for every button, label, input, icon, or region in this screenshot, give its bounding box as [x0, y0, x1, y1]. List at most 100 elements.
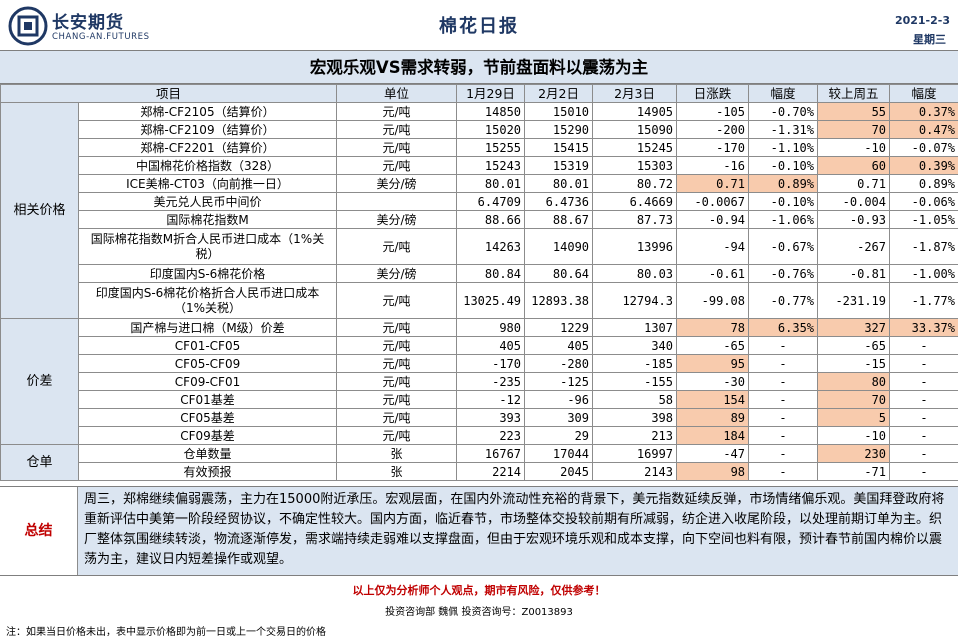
item-name: 印度国内S-6棉花价格 [77, 264, 338, 283]
cell-wchg: -71 [817, 462, 891, 481]
cell-chg: -94 [676, 228, 750, 265]
item-name: CF09-CF01 [77, 372, 338, 391]
cell-pct: -1.31% [748, 120, 819, 139]
cell-wchg: 327 [817, 318, 891, 337]
cell-wchg: 55 [817, 102, 891, 121]
column-header: 2月3日 [592, 84, 678, 103]
cell-wchg: 230 [817, 444, 891, 463]
cell-d2: 80.64 [524, 264, 594, 283]
cell-wchg: -231.19 [817, 282, 891, 319]
cell-chg: 95 [676, 354, 750, 373]
company-name-en: CHANG-AN.FUTURES [52, 32, 150, 42]
cell-wpct: -1.87% [889, 228, 958, 265]
cell-d3: 15303 [592, 156, 678, 175]
cell-d3: 398 [592, 408, 678, 427]
cell-wpct: - [889, 336, 958, 355]
cell-wchg: -15 [817, 354, 891, 373]
cell-unit [336, 192, 458, 211]
price-table: 项目 单位 1月29日 2月2日 2月3日 日涨跌 幅度 较上周五 幅度 相关价… [0, 84, 958, 481]
cell-d1: 14263 [456, 228, 526, 265]
cell-pct: -0.77% [748, 282, 819, 319]
cell-pct: -0.10% [748, 192, 819, 211]
cell-unit: 张 [336, 444, 458, 463]
cell-unit: 元/吨 [336, 354, 458, 373]
cell-d3: 12794.3 [592, 282, 678, 319]
cell-d2: 17044 [524, 444, 594, 463]
cell-unit: 美分/磅 [336, 210, 458, 229]
table-row: 国际棉花指数M 美分/磅 88.66 88.67 87.73 -0.94 -1.06% -0.… [1, 210, 958, 229]
item-name: 郑棉-CF2201（结算价） [77, 138, 338, 157]
cell-d3: 15090 [592, 120, 678, 139]
item-name: CF09基差 [77, 426, 338, 445]
cell-d1: 405 [456, 336, 526, 355]
cell-wpct: 0.37% [889, 102, 958, 121]
item-name: CF01-CF05 [77, 336, 338, 355]
cell-wpct: - [889, 372, 958, 391]
cell-d2: 15415 [524, 138, 594, 157]
group-label: 仓单 [0, 444, 79, 481]
summary-label: 总结 [0, 487, 78, 575]
summary-section: 总结 周三，郑棉继续偏弱震荡，主力在15000附近承压。宏观层面，在国内外流动性… [0, 486, 958, 576]
column-header: 幅度 [889, 84, 958, 103]
cell-d3: 14905 [592, 102, 678, 121]
column-header: 幅度 [748, 84, 819, 103]
cell-wchg: 80 [817, 372, 891, 391]
report-title: 棉花日报 [439, 16, 519, 37]
item-name: 有效预报 [77, 462, 338, 481]
cell-unit: 美分/磅 [336, 264, 458, 283]
cell-d1: 393 [456, 408, 526, 427]
cell-unit: 元/吨 [336, 282, 458, 319]
cell-chg: -0.94 [676, 210, 750, 229]
cell-wpct: - [889, 390, 958, 409]
cell-chg: 184 [676, 426, 750, 445]
cell-wchg: -0.93 [817, 210, 891, 229]
cell-chg: -200 [676, 120, 750, 139]
cell-chg: -170 [676, 138, 750, 157]
cell-wchg: -267 [817, 228, 891, 265]
table-row: CF05-CF09 元/吨 -170 -280 -185 95- -15- [1, 354, 958, 373]
column-header: 1月29日 [456, 84, 526, 103]
cell-unit: 元/吨 [336, 408, 458, 427]
report-date: 2021-2-3 [894, 14, 950, 27]
cell-chg: -99.08 [676, 282, 750, 319]
item-name: 印度国内S-6棉花价格折合人民币进口成本（1%关税） [77, 282, 338, 319]
cell-wpct: - [889, 354, 958, 373]
item-name: 中国棉花价格指数（328） [77, 156, 338, 175]
cell-d2: -280 [524, 354, 594, 373]
item-name: 郑棉-CF2109（结算价） [77, 120, 338, 139]
cell-chg: -105 [676, 102, 750, 121]
cell-d1: 80.84 [456, 264, 526, 283]
cell-d3: 80.03 [592, 264, 678, 283]
cell-wpct: 0.39% [889, 156, 958, 175]
column-header: 日涨跌 [676, 84, 750, 103]
cell-d3: 340 [592, 336, 678, 355]
cell-chg: -65 [676, 336, 750, 355]
cell-unit: 元/吨 [336, 336, 458, 355]
group-label: 价差 [0, 318, 79, 445]
cell-unit: 元/吨 [336, 372, 458, 391]
cell-pct: - [748, 390, 819, 409]
cell-d2: 309 [524, 408, 594, 427]
cell-chg: -16 [676, 156, 750, 175]
cell-d3: 13996 [592, 228, 678, 265]
table-row: CF01基差 元/吨 -12 -96 58 154-70- [1, 390, 958, 409]
cell-d1: -170 [456, 354, 526, 373]
cell-d1: 223 [456, 426, 526, 445]
cell-d3: 87.73 [592, 210, 678, 229]
cell-wpct: - [889, 426, 958, 445]
headline: 宏观乐观VS需求转弱，节前盘面料以震荡为主 [0, 50, 958, 84]
table-row: 郑棉-CF2109（结算价） 元/吨 15020 15290 15090 -200 -1.3… [1, 120, 958, 139]
item-name: CF05-CF09 [77, 354, 338, 373]
cell-d1: -12 [456, 390, 526, 409]
cell-d1: 13025.49 [456, 282, 526, 319]
cell-unit: 元/吨 [336, 318, 458, 337]
column-header: 较上周五 [817, 84, 891, 103]
cell-wchg: 60 [817, 156, 891, 175]
cell-d2: 14090 [524, 228, 594, 265]
cell-pct: - [748, 426, 819, 445]
cell-wchg: 5 [817, 408, 891, 427]
cell-wpct: - [889, 444, 958, 463]
company-name-cn: 长安期货 [52, 13, 124, 33]
cell-d1: 15020 [456, 120, 526, 139]
cell-unit: 张 [336, 462, 458, 481]
